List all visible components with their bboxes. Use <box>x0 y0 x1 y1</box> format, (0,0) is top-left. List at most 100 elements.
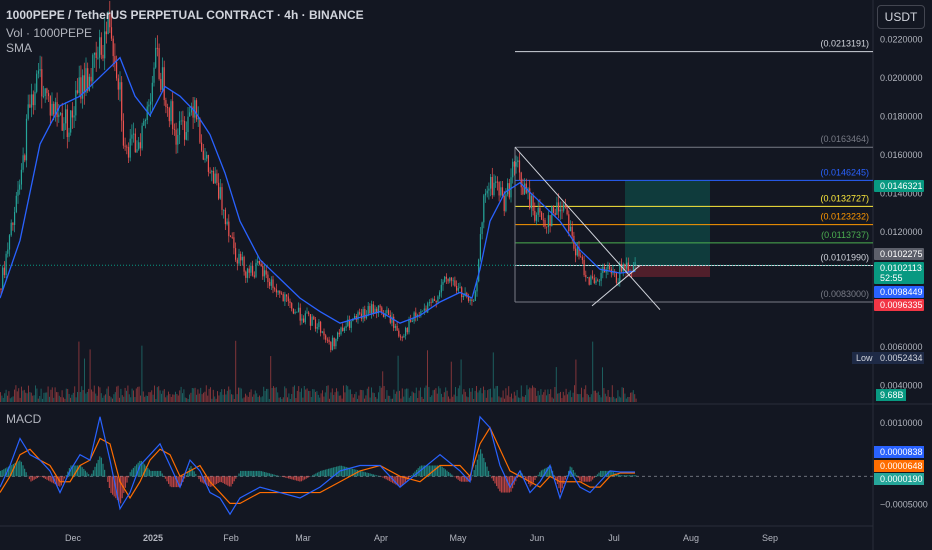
candle-body <box>163 67 165 101</box>
macd-histogram-bar <box>342 466 344 477</box>
macd-histogram-bar <box>422 465 424 477</box>
candle-body <box>235 248 237 260</box>
volume-bar <box>575 359 577 402</box>
candle-body <box>231 237 233 238</box>
candle-body <box>450 277 453 281</box>
candle-body <box>473 300 475 302</box>
candle-body <box>532 195 534 211</box>
candle-body <box>337 332 339 339</box>
volume-bar <box>187 398 189 402</box>
macd-histogram-bar <box>14 463 16 477</box>
candle-body <box>552 206 555 213</box>
macd-histogram-bar <box>214 476 216 485</box>
macd-histogram-bar <box>627 475 629 477</box>
volume-bar <box>72 392 74 402</box>
candle-body <box>617 282 619 284</box>
macd-histogram-bar <box>153 470 155 477</box>
price-tick-label: 0.0160000 <box>880 150 923 160</box>
macd-histogram-bar <box>620 475 622 477</box>
volume-bar <box>210 387 211 402</box>
price-badge <box>874 262 924 284</box>
candle-body <box>442 281 444 285</box>
macd-histogram-bar <box>553 475 555 477</box>
macd-histogram-bar <box>603 470 605 477</box>
candle-body <box>381 307 383 314</box>
volume-bar <box>270 356 272 402</box>
volume-badge-bg <box>876 389 906 401</box>
volume-bar <box>411 391 413 402</box>
volume-bar <box>344 392 346 402</box>
volume-bar <box>427 350 428 402</box>
candle-body <box>269 282 271 286</box>
candle-body <box>294 311 296 314</box>
candle-body <box>362 308 364 319</box>
volume-bar <box>443 392 445 402</box>
candle-body <box>452 280 454 282</box>
macd-histogram-bar <box>113 476 115 497</box>
candle-body <box>496 181 498 183</box>
macd-histogram-bar <box>628 475 630 477</box>
volume-bar <box>29 392 31 402</box>
volume-bar <box>120 388 122 402</box>
candle-body <box>156 47 158 49</box>
candle-body <box>260 263 262 266</box>
macd-histogram-bar <box>0 470 2 477</box>
macd-histogram-bar <box>323 470 325 477</box>
volume-bar <box>156 387 158 402</box>
volume-bar <box>222 394 224 402</box>
candle-body <box>41 69 43 97</box>
macd-histogram-bar <box>374 474 376 477</box>
candle-body <box>32 94 34 106</box>
macd-histogram-bar <box>348 467 350 477</box>
candle-body <box>241 256 243 261</box>
macd-histogram-bar <box>296 476 298 481</box>
candle-body <box>53 103 55 115</box>
candle-body <box>31 94 33 108</box>
volume-bar <box>390 398 392 402</box>
volume-bar <box>217 391 218 402</box>
macd-histogram-bar <box>424 465 426 477</box>
candle-body <box>490 177 492 189</box>
candle-body <box>457 288 459 291</box>
volume-bar <box>455 387 456 402</box>
volume-bar <box>134 397 136 402</box>
macd-histogram-bar <box>196 476 198 477</box>
volume-bar <box>441 393 442 402</box>
volume-bar <box>92 391 94 402</box>
macd-histogram-bar <box>233 476 235 482</box>
candle-body <box>478 259 480 282</box>
volume-bar <box>15 385 17 402</box>
macd-histogram-bar <box>398 476 400 487</box>
volume-bar <box>124 387 126 402</box>
volume-bar <box>611 385 613 402</box>
macd-histogram-bar <box>542 469 544 477</box>
volume-bar <box>602 367 603 402</box>
volume-bar <box>424 387 426 402</box>
volume-bar <box>422 398 424 402</box>
candle-body <box>563 204 565 211</box>
candle-body <box>520 172 522 188</box>
macd-histogram-bar <box>8 466 10 477</box>
volume-bar <box>554 386 556 402</box>
volume-bar <box>357 398 358 402</box>
volume-bar <box>137 386 139 402</box>
macd-histogram-bar <box>280 476 282 477</box>
candle-body <box>219 187 221 199</box>
candle-body <box>350 321 352 328</box>
macd-histogram-bar <box>483 457 485 477</box>
fib-level-label: (0.0163464) <box>820 134 869 144</box>
candle-body <box>194 100 196 118</box>
volume-bar <box>266 388 267 402</box>
macd-histogram-bar <box>286 476 288 479</box>
candle-body <box>535 214 538 221</box>
volume-bar <box>407 388 409 402</box>
currency-button[interactable]: USDT <box>877 5 925 29</box>
candle-body <box>365 314 368 319</box>
candle-body <box>100 37 102 55</box>
volume-bar <box>91 389 92 402</box>
macd-histogram-bar <box>500 476 502 493</box>
candle-body <box>534 210 536 221</box>
macd-histogram-bar <box>451 474 453 477</box>
candle-body <box>440 284 442 293</box>
